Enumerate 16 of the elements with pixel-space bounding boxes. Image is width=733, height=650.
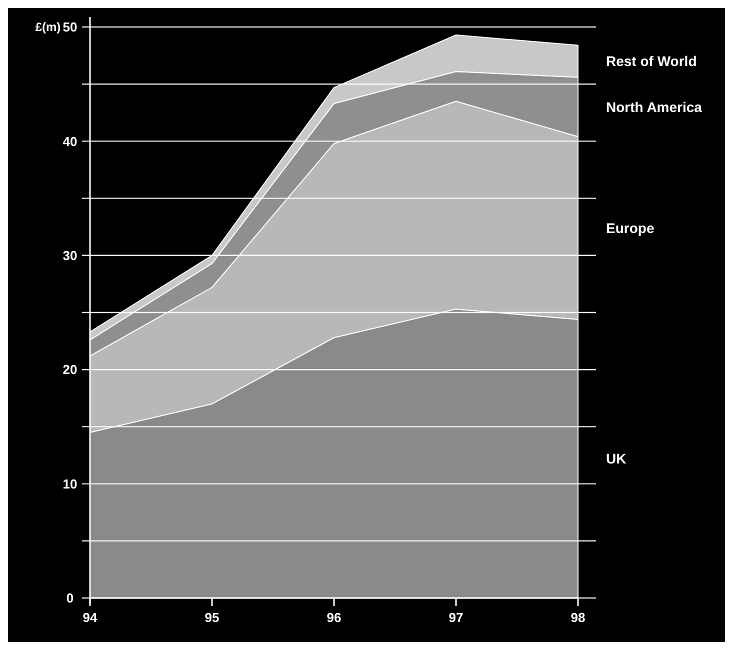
y-tick-label: 30 [62, 248, 78, 263]
x-tick-label: 94 [82, 610, 98, 625]
series-label: UK [606, 450, 626, 467]
y-tick-label: 10 [62, 476, 78, 492]
y-axis-title: £(m) [35, 20, 61, 34]
y-tick-label: 50 [62, 20, 78, 35]
y-tick-label: 20 [62, 362, 78, 378]
y-tick-label: 40 [62, 134, 78, 149]
series-label: Europe [606, 220, 654, 236]
x-tick-label: 95 [204, 610, 220, 625]
y-tick-label: 0 [66, 590, 74, 606]
x-tick-label: 98 [570, 610, 586, 625]
series-label: Rest of World [606, 53, 697, 70]
series-label: North America [606, 98, 702, 115]
x-tick-label: 97 [448, 610, 464, 625]
x-tick-label: 96 [326, 610, 342, 625]
